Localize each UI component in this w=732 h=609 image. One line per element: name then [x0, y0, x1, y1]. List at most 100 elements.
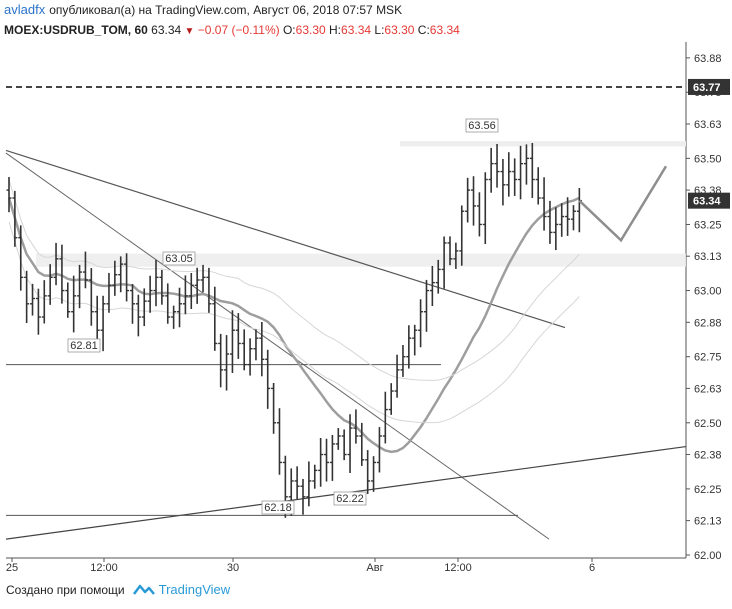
price-bar — [82, 251, 88, 289]
price-bar — [141, 288, 147, 327]
symbol-name[interactable]: MOEX:USDRUB_TOM, 60 — [4, 23, 148, 37]
price-bar — [500, 159, 506, 206]
price-bar — [106, 272, 112, 313]
price-tick-label: 63.50 — [694, 153, 722, 165]
price-bar — [553, 207, 559, 251]
price-bar — [100, 295, 106, 352]
last-price-badge-bg — [688, 192, 730, 209]
time-tick-label: 12:00 — [444, 562, 472, 574]
price-bar — [6, 177, 12, 213]
price-annotation: 63.05 — [165, 253, 193, 265]
price-tick-label: 63.88 — [694, 53, 722, 65]
price-bar — [259, 321, 265, 377]
publish-info: avladfx опубликовал(а) на TradingView.com… — [0, 0, 732, 20]
price-bar — [412, 324, 418, 356]
price-bar — [41, 280, 47, 324]
price-bar — [347, 414, 353, 473]
price-bar — [406, 325, 412, 369]
price-bar — [88, 268, 94, 326]
price-bar — [353, 409, 359, 444]
price-tick-label: 62.13 — [694, 516, 722, 528]
price-bar — [300, 478, 306, 515]
last-price-badge-text: 63.34 — [693, 196, 721, 208]
price-bar — [376, 427, 382, 473]
price-bar — [59, 244, 65, 304]
price-tick-label: 62.75 — [694, 352, 722, 364]
price-bar — [241, 329, 247, 371]
open-label: O: — [282, 23, 296, 37]
price-tick-label: 62.00 — [694, 550, 722, 562]
price-bar — [365, 450, 371, 494]
price-bar — [359, 422, 365, 466]
price-bar — [535, 167, 541, 205]
close-value: 63.34 — [429, 23, 460, 37]
price-tick-label: 62.63 — [694, 383, 722, 395]
price-bar — [30, 283, 36, 316]
last-price: 63.34 — [151, 23, 182, 37]
price-bar — [494, 143, 500, 188]
price-axis[interactable]: 63.8863.7563.6363.5063.3863.2563.1363.00… — [686, 53, 730, 562]
time-tick-label: 12:00 — [90, 562, 118, 574]
last-price-badge: 63.34 — [688, 192, 730, 209]
price-bar — [135, 294, 141, 337]
price-bar — [182, 275, 188, 315]
time-tick-label: 6 — [589, 562, 595, 574]
price-bar — [435, 259, 441, 294]
price-bar — [77, 264, 83, 309]
moving-average-band-upper — [8, 179, 580, 381]
tradingview-logo-icon — [132, 584, 155, 595]
price-tick-label: 62.25 — [694, 484, 722, 496]
price-bar — [12, 190, 18, 247]
price-bar — [441, 236, 447, 289]
time-axis[interactable]: 25 12:00 30 Авг 12:00 6 — [6, 558, 595, 574]
projection-path — [578, 165, 668, 243]
price-bar — [165, 283, 171, 324]
price-annotation: 62.81 — [70, 340, 98, 352]
price-bar — [565, 197, 571, 236]
price-bar — [235, 313, 241, 359]
price-tick-label: 62.88 — [694, 317, 722, 329]
price-bar — [471, 176, 477, 226]
price-bar — [94, 295, 100, 340]
price-bar — [429, 265, 435, 306]
price-bar — [506, 152, 512, 197]
price-tick-label: 63.25 — [694, 219, 722, 231]
price-annotation-box — [67, 338, 101, 353]
price-bar — [329, 435, 335, 481]
price-bar — [570, 205, 576, 231]
price-bar — [53, 242, 59, 286]
price-bar — [147, 275, 153, 313]
author-link[interactable]: avladfx — [4, 2, 46, 17]
price-bar — [124, 253, 130, 302]
price-bar — [224, 335, 230, 391]
price-bar — [306, 461, 312, 507]
price-bar — [476, 192, 482, 237]
price-bar — [388, 383, 394, 415]
price-bar — [171, 305, 177, 329]
annotations: 63.56 63.05 62.81 62.18 62.22 — [67, 118, 499, 515]
price-annotation: 62.22 — [336, 493, 364, 505]
price-bar — [253, 329, 259, 361]
price-bar — [18, 225, 24, 291]
tradingview-link[interactable]: TradingView — [158, 582, 231, 597]
price-bar — [418, 299, 424, 348]
resistance-price-badge-bg — [688, 78, 730, 95]
price-annotation-box — [333, 491, 367, 506]
high-label: H: — [329, 23, 342, 37]
price-bar — [247, 338, 253, 376]
price-annotation-box — [261, 500, 295, 515]
price-bar — [294, 466, 300, 499]
price-bar — [65, 282, 71, 318]
price-bar — [447, 236, 453, 266]
close-label: C: — [417, 23, 430, 37]
price-annotation-box — [162, 251, 196, 266]
price-bar — [229, 310, 235, 373]
symbol-info-bar: MOEX:USDRUB_TOM, 60 63.34 ▼ −0.07 (−0.11… — [4, 20, 460, 40]
price-bar — [559, 203, 565, 237]
price-bar — [118, 256, 124, 293]
price-bar — [400, 344, 406, 377]
price-bar — [423, 279, 429, 332]
price-bar — [71, 275, 77, 333]
price-bar — [453, 242, 459, 269]
